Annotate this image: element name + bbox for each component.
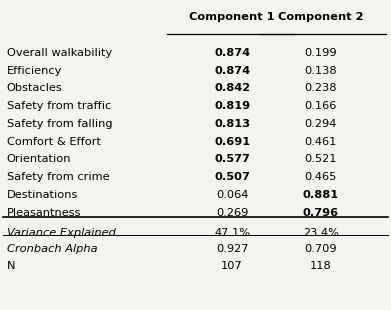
Text: Pleasantness: Pleasantness: [7, 208, 81, 218]
Text: Safety from crime: Safety from crime: [7, 172, 109, 182]
Text: Safety from traffic: Safety from traffic: [7, 101, 111, 111]
Text: 23.4%: 23.4%: [303, 228, 339, 238]
Text: Cronbach Alpha: Cronbach Alpha: [7, 245, 97, 255]
Text: Comfort & Effort: Comfort & Effort: [7, 137, 100, 147]
Text: 0.881: 0.881: [303, 190, 339, 200]
Text: 0.461: 0.461: [305, 137, 337, 147]
Text: 0.819: 0.819: [214, 101, 250, 111]
Text: 0.842: 0.842: [214, 83, 250, 93]
Text: 0.874: 0.874: [214, 48, 250, 58]
Text: 0.709: 0.709: [305, 245, 337, 255]
Text: Efficiency: Efficiency: [7, 66, 62, 76]
Text: 0.796: 0.796: [303, 208, 339, 218]
Text: 0.465: 0.465: [305, 172, 337, 182]
Text: Component 2: Component 2: [278, 12, 364, 22]
Text: Destinations: Destinations: [7, 190, 78, 200]
Text: 0.874: 0.874: [214, 66, 250, 76]
Text: 0.927: 0.927: [216, 245, 248, 255]
Text: 107: 107: [221, 261, 243, 271]
Text: 0.166: 0.166: [305, 101, 337, 111]
Text: Orientation: Orientation: [7, 154, 71, 164]
Text: 0.269: 0.269: [216, 208, 248, 218]
Text: 118: 118: [310, 261, 332, 271]
Text: 0.064: 0.064: [216, 190, 248, 200]
Text: 0.294: 0.294: [305, 119, 337, 129]
Text: 0.521: 0.521: [305, 154, 337, 164]
Text: 0.238: 0.238: [305, 83, 337, 93]
Text: 0.138: 0.138: [305, 66, 337, 76]
Text: 0.691: 0.691: [214, 137, 250, 147]
Text: Component 1: Component 1: [189, 12, 275, 22]
Text: Overall walkability: Overall walkability: [7, 48, 112, 58]
Text: 0.199: 0.199: [305, 48, 337, 58]
Text: 0.507: 0.507: [214, 172, 250, 182]
Text: Variance Explained: Variance Explained: [7, 228, 115, 238]
Text: Safety from falling: Safety from falling: [7, 119, 112, 129]
Text: 47.1%: 47.1%: [214, 228, 250, 238]
Text: 0.813: 0.813: [214, 119, 250, 129]
Text: Obstacles: Obstacles: [7, 83, 63, 93]
Text: 0.577: 0.577: [214, 154, 250, 164]
Text: N: N: [7, 261, 15, 271]
